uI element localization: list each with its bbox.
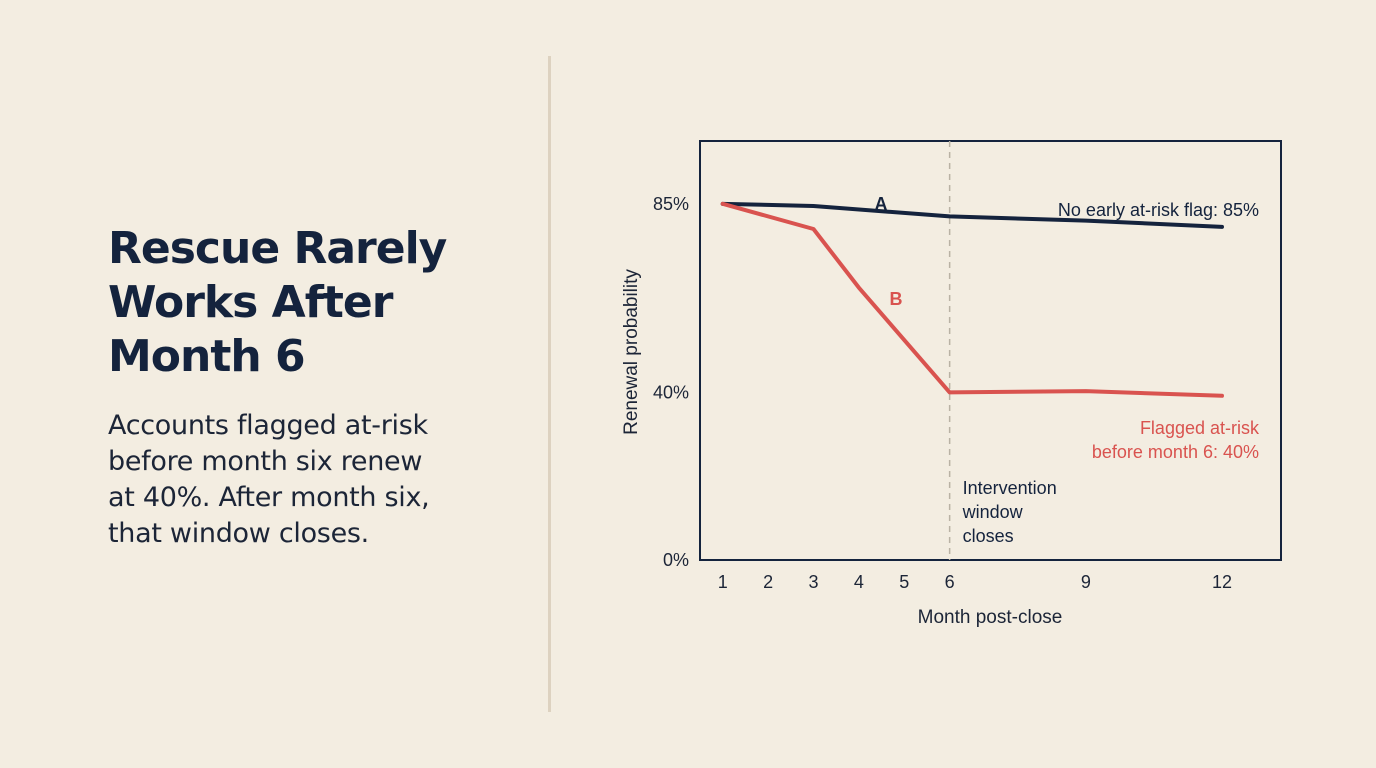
x-tick-label: 6 bbox=[945, 572, 955, 592]
subtext-line: Accounts flagged at-risk bbox=[108, 410, 428, 441]
headline-line: Rescue Rarely bbox=[108, 223, 447, 274]
subtext-line: before month six renew bbox=[108, 446, 423, 477]
series-lines bbox=[720, 201, 1224, 398]
intervention-label-line: window bbox=[962, 502, 1024, 522]
x-tick-label: 1 bbox=[718, 572, 728, 592]
subtext-line: at 40%. After month six, bbox=[108, 482, 430, 513]
x-tick-label: 2 bbox=[763, 572, 773, 592]
reference-lines: Intervention window closes bbox=[948, 141, 1057, 560]
series-line-b bbox=[720, 201, 1224, 398]
y-axis-title: Renewal probability bbox=[621, 269, 642, 435]
series-b-end-annotation: Flagged at-risk before month 6: 40% bbox=[1092, 418, 1260, 462]
text-panel: Rescue Rarely Works After Month 6 Accoun… bbox=[108, 222, 508, 552]
x-tick-label: 3 bbox=[808, 572, 818, 592]
intervention-label-line: closes bbox=[963, 526, 1014, 546]
series-b-label: B bbox=[890, 289, 903, 309]
headline: Rescue Rarely Works After Month 6 bbox=[108, 222, 508, 384]
annotations: A B No early at-risk flag: 85% Flagged at-r… bbox=[875, 194, 1260, 462]
x-tick-label: 4 bbox=[854, 572, 864, 592]
intervention-label: Intervention window closes bbox=[962, 478, 1057, 546]
series-line-a bbox=[720, 201, 1224, 229]
vertical-divider bbox=[548, 56, 551, 712]
y-ticks: 0% 40% 85% bbox=[653, 194, 689, 570]
headline-line: Month 6 bbox=[108, 331, 306, 382]
x-tick-label: 12 bbox=[1212, 572, 1232, 592]
x-ticks: 1 2 3 4 5 6 9 12 bbox=[718, 572, 1232, 592]
series-a-label: A bbox=[875, 194, 888, 214]
subtext-line: that window closes. bbox=[108, 518, 369, 549]
y-tick-label: 0% bbox=[663, 550, 689, 570]
series-b-annotation-line: before month 6: 40% bbox=[1092, 442, 1259, 462]
plot-frame bbox=[699, 140, 1282, 561]
subtext: Accounts flagged at-risk before month si… bbox=[108, 408, 508, 552]
headline-line: Works After bbox=[108, 277, 393, 328]
x-tick-label: 5 bbox=[899, 572, 909, 592]
intervention-label-line: Intervention bbox=[963, 478, 1057, 498]
x-tick-label: 9 bbox=[1081, 572, 1091, 592]
y-tick-label: 85% bbox=[653, 194, 689, 214]
plot-border bbox=[699, 140, 1282, 561]
series-a-end-annotation: No early at-risk flag: 85% bbox=[1058, 200, 1259, 220]
x-axis-title: Month post-close bbox=[918, 607, 1063, 628]
series-b-annotation-line: Flagged at-risk bbox=[1140, 418, 1260, 438]
y-tick-label: 40% bbox=[653, 382, 689, 402]
